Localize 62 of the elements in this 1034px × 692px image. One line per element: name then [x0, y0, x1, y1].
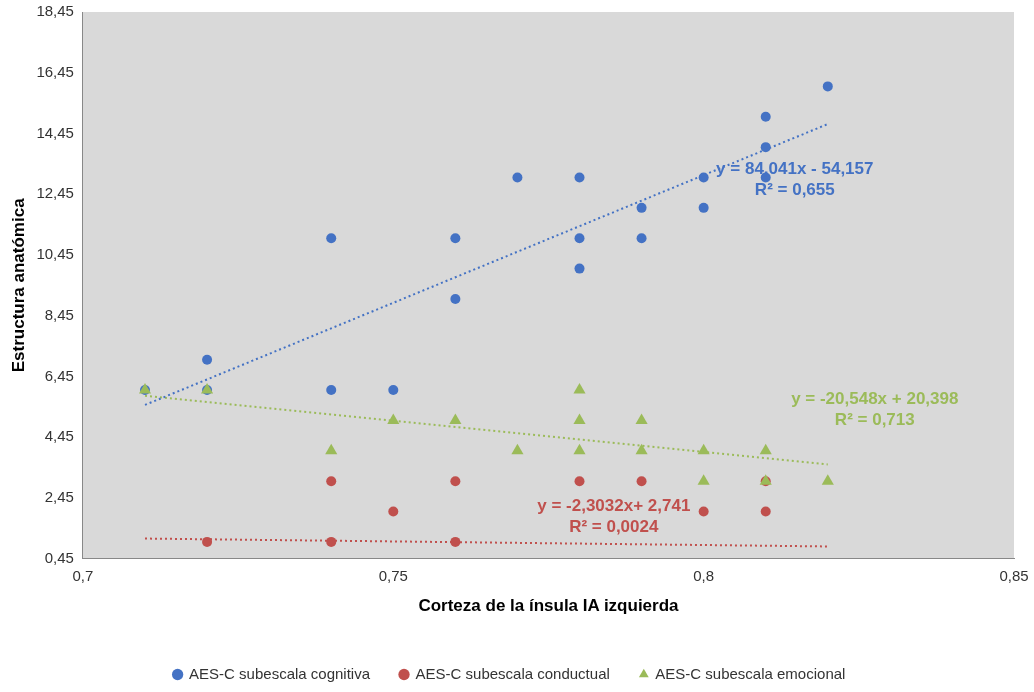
point — [635, 443, 648, 455]
y-tick-label: 4,45 — [44, 427, 74, 445]
point — [573, 443, 586, 455]
point — [388, 506, 399, 517]
legend-label: AES-C subescala cognitiva — [189, 664, 371, 682]
y-tick-label: 12,45 — [36, 184, 74, 202]
point — [326, 536, 337, 547]
point — [698, 506, 709, 517]
point — [573, 413, 586, 424]
x-axis-title: Corteza de la ínsula IA izquierda — [418, 596, 680, 616]
point — [574, 476, 585, 487]
point — [697, 474, 710, 485]
point — [574, 263, 585, 274]
x-tick-label: 0,85 — [999, 566, 1029, 584]
point — [698, 172, 709, 183]
point — [202, 354, 213, 365]
y-tick-label: 6,45 — [44, 366, 74, 384]
y-tick-label: 8,45 — [44, 305, 74, 323]
point — [636, 202, 647, 213]
x-tick-label: 0,8 — [693, 566, 715, 584]
point — [760, 111, 771, 122]
legend-label: AES-C subescala conductual — [415, 664, 610, 682]
point — [326, 233, 337, 244]
y-tick-label: 16,45 — [36, 62, 74, 80]
point — [636, 476, 647, 487]
y-tick-label: 2,45 — [44, 488, 74, 506]
point — [760, 506, 771, 517]
point — [636, 233, 647, 244]
point — [387, 413, 400, 424]
point — [450, 536, 461, 547]
point — [635, 413, 648, 424]
point — [574, 172, 585, 183]
legend-label: AES-C subescala emocional — [655, 664, 846, 682]
point — [822, 81, 833, 92]
point — [450, 476, 461, 487]
point — [512, 172, 523, 183]
point — [698, 202, 709, 213]
point — [450, 233, 461, 244]
point — [697, 443, 710, 455]
y-tick-label: 14,45 — [36, 123, 74, 141]
point — [326, 385, 337, 396]
point — [511, 443, 524, 455]
x-tick-label: 0,75 — [378, 566, 408, 584]
point — [449, 413, 462, 424]
y-tick-label: 0,45 — [44, 548, 74, 566]
point — [573, 383, 586, 394]
annotation: y = -20,548x + 20,398 R² = 0,713 — [791, 389, 959, 430]
point — [574, 233, 585, 244]
point — [325, 443, 338, 455]
y-tick-label: 18,45 — [36, 2, 74, 20]
point — [326, 476, 337, 487]
annotation: y = 84,041x - 54,157 R² = 0,655 — [716, 158, 874, 199]
point — [450, 293, 461, 304]
annotation: y = -2,3032x+ 2,741 R² = 0,0024 — [537, 496, 691, 537]
point — [202, 536, 213, 547]
point — [388, 385, 399, 396]
y-tick-label: 10,45 — [36, 245, 74, 263]
x-tick-label: 0,7 — [72, 566, 94, 584]
point — [759, 443, 772, 455]
point — [821, 474, 834, 485]
y-axis-title: Estructura anatómica — [8, 197, 28, 373]
point — [760, 142, 771, 153]
